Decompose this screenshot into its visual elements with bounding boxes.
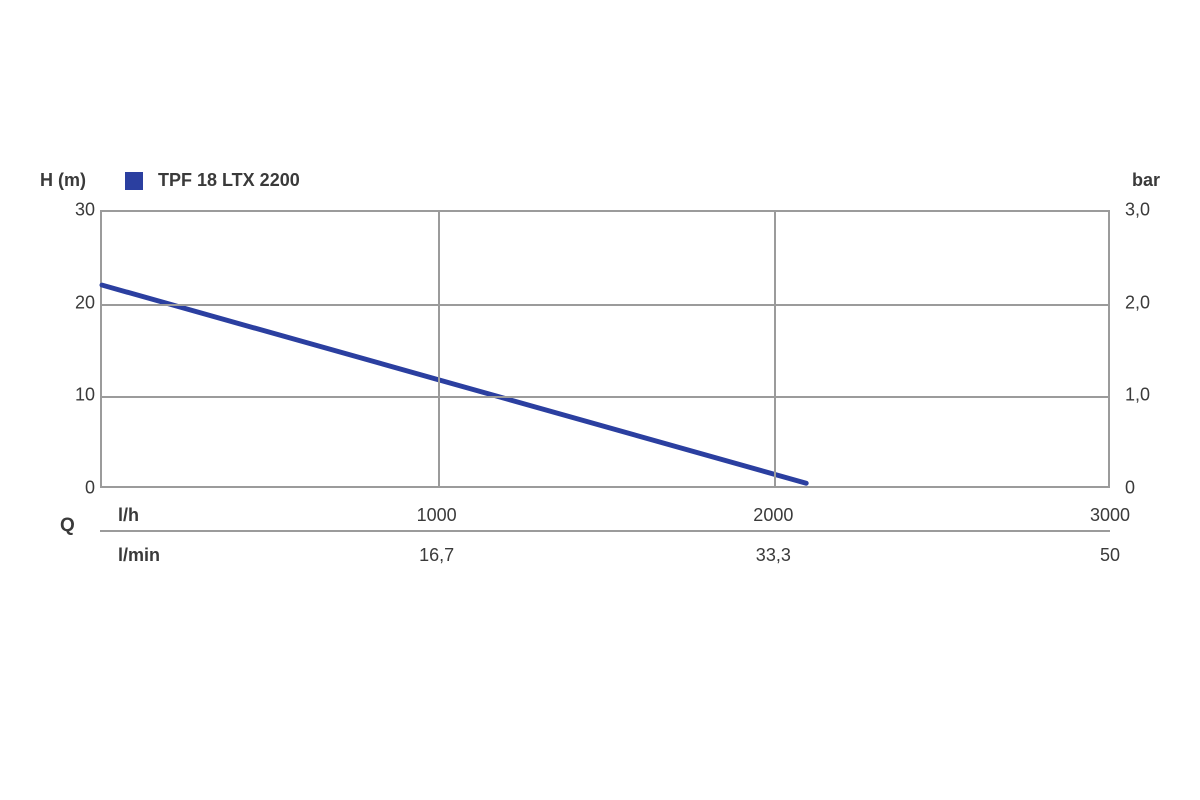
x-tick: 3000	[1090, 505, 1130, 526]
y-right-tick: 2,0	[1125, 292, 1150, 313]
x-axis-divider	[100, 530, 1110, 532]
x-tick: 2000	[753, 505, 793, 526]
pump-curve-chart: H (m) TPF 18 LTX 2200 bar Q l/h100020003…	[40, 170, 1160, 670]
y-left-tick: 30	[75, 200, 95, 221]
gridline-vertical	[438, 212, 440, 486]
legend-label: TPF 18 LTX 2200	[158, 170, 300, 191]
y-right-tick: 1,0	[1125, 385, 1150, 406]
legend-swatch	[125, 172, 143, 190]
y-right-axis-label: bar	[1132, 170, 1160, 191]
legend: TPF 18 LTX 2200	[125, 170, 300, 191]
x-tick: 33,3	[756, 545, 791, 566]
x-axis-row: l/h100020003000	[100, 500, 1110, 530]
x-row-unit-label: l/min	[118, 545, 160, 566]
y-left-axis-label: H (m)	[40, 170, 86, 191]
pump-curve-line	[102, 285, 806, 483]
x-tick: 50	[1100, 545, 1120, 566]
chart-header: H (m) TPF 18 LTX 2200 bar	[40, 170, 1160, 200]
x-axis-quantity-label: Q	[60, 515, 75, 537]
x-tick: 16,7	[419, 545, 454, 566]
gridline-vertical	[774, 212, 776, 486]
x-row-unit-label: l/h	[118, 505, 139, 526]
y-left-tick: 0	[85, 478, 95, 499]
gridline-horizontal	[102, 396, 1108, 398]
y-right-tick: 3,0	[1125, 200, 1150, 221]
line-series-svg	[102, 212, 1108, 486]
y-left-tick: 20	[75, 292, 95, 313]
x-axis-row: l/min16,733,350	[100, 540, 1110, 570]
gridline-horizontal	[102, 304, 1108, 306]
plot-area	[100, 210, 1110, 488]
y-right-tick: 0	[1125, 478, 1135, 499]
y-left-tick: 10	[75, 385, 95, 406]
x-tick: 1000	[417, 505, 457, 526]
